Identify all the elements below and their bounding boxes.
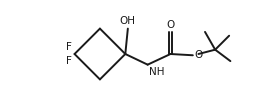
Text: F: F [66,42,71,52]
Text: O: O [166,20,175,30]
Text: F: F [66,56,71,66]
Text: O: O [194,50,202,60]
Text: NH: NH [149,67,164,77]
Text: OH: OH [120,16,136,26]
